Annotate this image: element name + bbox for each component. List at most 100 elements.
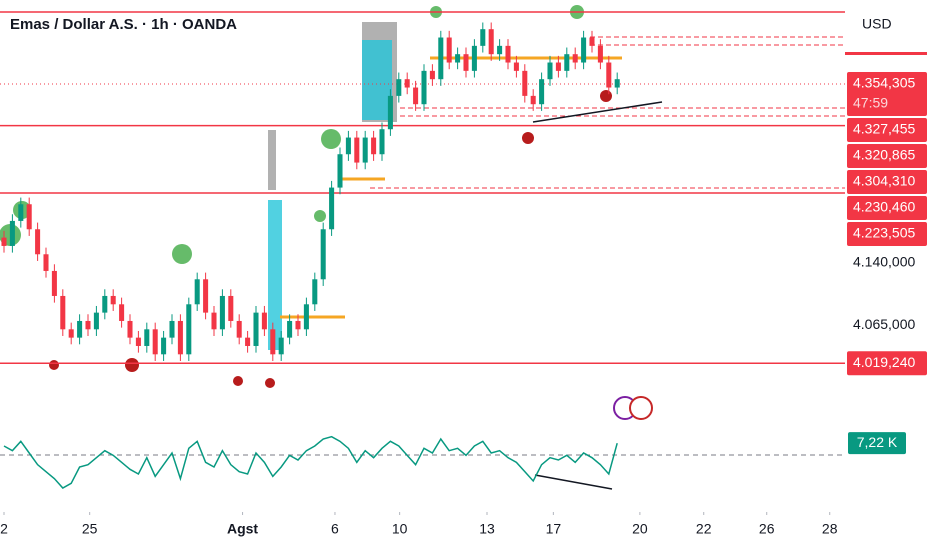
candle-body <box>303 304 309 330</box>
candle-body <box>421 70 427 105</box>
price-label: 4.019,240 <box>853 354 915 370</box>
price-label-bg <box>847 351 927 376</box>
candle-body <box>581 37 587 63</box>
candle-body <box>438 37 444 80</box>
candle-body <box>68 329 74 338</box>
x-tick-label: 2 <box>0 521 8 537</box>
chart-title: Emas / Dollar A.S. · 1h · OANDA <box>10 16 237 33</box>
candle-body <box>177 320 183 355</box>
candle-body <box>161 337 167 355</box>
candle-body <box>513 62 519 71</box>
candle-body <box>505 45 511 63</box>
candle-body <box>463 54 469 71</box>
x-tick-label: 6 <box>331 521 339 537</box>
candle-body <box>597 45 603 63</box>
candle-body <box>396 79 402 96</box>
candle-body <box>236 320 242 338</box>
candle-body <box>320 229 326 280</box>
candle-body <box>1 237 7 246</box>
candle-body <box>295 320 301 330</box>
signal <box>314 210 326 222</box>
candle-body <box>379 129 385 155</box>
candle-body <box>9 220 15 246</box>
candle-body <box>345 137 351 155</box>
price-label: 4.223,505 <box>853 225 915 241</box>
signal <box>233 376 243 386</box>
price-label-bg <box>847 71 927 116</box>
candle-body <box>261 312 267 330</box>
volume-profile <box>268 130 276 190</box>
candle-body <box>93 312 99 330</box>
candle-body <box>43 254 49 271</box>
candle-body <box>194 279 200 305</box>
candle-body <box>228 295 234 321</box>
candle-body <box>329 187 335 230</box>
price-label: 4.140,000 <box>853 253 915 269</box>
candle-body <box>186 304 192 355</box>
candle-body <box>387 95 393 130</box>
candle-body <box>102 295 108 313</box>
candle-body <box>169 320 175 338</box>
price-label: 4.065,000 <box>853 316 915 332</box>
candle-body <box>211 312 217 330</box>
x-tick-label: 22 <box>696 521 712 537</box>
candle-body <box>539 79 545 105</box>
candle-body <box>26 204 32 230</box>
signal <box>172 244 192 264</box>
volume-profile <box>362 40 392 120</box>
signal <box>125 358 139 372</box>
price-label: 4.354,305 <box>853 75 915 91</box>
candle-body <box>18 204 24 221</box>
candle-body <box>589 37 595 46</box>
candle-body <box>35 229 41 255</box>
candle-body <box>278 337 284 355</box>
candle-body <box>530 95 536 105</box>
price-label: 4.304,310 <box>853 173 915 189</box>
candle-body <box>606 62 612 88</box>
candle-body <box>404 79 410 88</box>
candle-body <box>270 329 276 355</box>
price-label-bg <box>847 221 927 246</box>
signal <box>49 360 59 370</box>
candle-body <box>51 270 57 296</box>
candle-body <box>110 295 116 305</box>
x-tick-label: 28 <box>822 521 838 537</box>
signal <box>321 129 341 149</box>
candle-body <box>362 137 368 163</box>
price-label-bg <box>847 143 927 168</box>
candle-body <box>480 29 486 46</box>
trend-line <box>534 474 613 490</box>
candle-body <box>488 29 494 55</box>
candle-body <box>312 279 318 305</box>
event-icon[interactable] <box>629 396 653 420</box>
candle-body <box>203 279 209 313</box>
price-label: 4.230,460 <box>853 199 915 215</box>
volume-profile <box>268 200 282 350</box>
price-label: 4.327,455 <box>853 121 915 137</box>
x-tick-label: 17 <box>546 521 562 537</box>
candle-body <box>152 329 158 355</box>
candle-body <box>614 79 620 88</box>
candle-body <box>287 320 293 338</box>
trend-line <box>532 101 663 123</box>
candle-body <box>77 320 83 338</box>
candle-body <box>455 54 461 63</box>
signal <box>522 132 534 144</box>
candle-body <box>354 137 360 163</box>
currency: USD <box>862 16 892 32</box>
price-label-bg <box>847 117 927 142</box>
candle-body <box>135 337 141 346</box>
x-tick-label: 13 <box>479 521 495 537</box>
candle-body <box>429 70 435 80</box>
candle-body <box>144 329 150 346</box>
osc-label: 7,22 K <box>857 434 898 450</box>
x-tick-label: 20 <box>632 521 648 537</box>
price-label: 4.320,865 <box>853 147 915 163</box>
price-label-bg <box>847 169 927 194</box>
candle-body <box>547 62 553 80</box>
candle-body <box>245 337 251 346</box>
countdown: 47:59 <box>853 95 888 111</box>
candle-body <box>413 87 419 105</box>
